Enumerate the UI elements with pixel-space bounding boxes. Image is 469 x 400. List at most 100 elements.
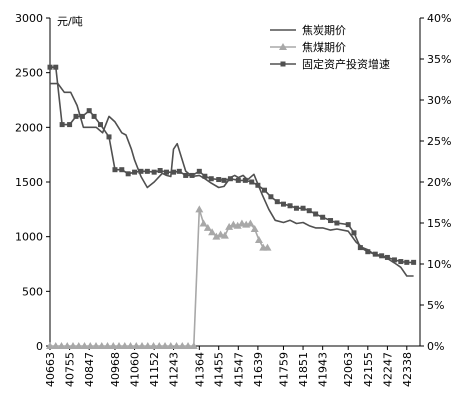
data-point xyxy=(47,64,53,70)
data-point xyxy=(106,134,112,140)
data-point xyxy=(53,64,59,70)
x-tick-label: 40968 xyxy=(109,352,122,387)
data-point xyxy=(103,342,112,349)
data-point xyxy=(97,342,106,349)
data-point xyxy=(112,167,118,173)
x-tick-label: 41851 xyxy=(297,352,310,387)
data-point xyxy=(357,245,363,251)
x-tick-label: 40663 xyxy=(44,352,57,387)
x-tick-label: 42155 xyxy=(362,352,375,387)
data-point xyxy=(365,249,371,255)
x-tick-label: 42338 xyxy=(401,352,414,387)
x-tick-label: 41547 xyxy=(232,352,245,387)
data-point xyxy=(345,222,351,228)
y-tick-left-label: 2500 xyxy=(15,67,43,80)
legend-swatch-marker xyxy=(280,61,286,67)
data-point xyxy=(132,342,141,349)
data-point xyxy=(404,259,410,265)
y-tick-left-label: 500 xyxy=(22,285,43,298)
data-point xyxy=(212,232,221,240)
data-point xyxy=(250,225,259,233)
data-point xyxy=(208,228,217,236)
y-tick-right-label: 0% xyxy=(427,340,444,353)
data-point xyxy=(254,235,263,243)
y-tick-right-label: 20% xyxy=(427,176,451,189)
data-point xyxy=(143,342,152,349)
x-tick-label: 40847 xyxy=(83,352,96,387)
x-tick-label: 40755 xyxy=(64,352,77,387)
data-point xyxy=(69,342,78,349)
data-point xyxy=(268,194,274,200)
x-tick-label: 42247 xyxy=(381,352,394,387)
data-point xyxy=(372,251,378,257)
data-point xyxy=(184,342,193,349)
data-point xyxy=(242,177,248,183)
data-point xyxy=(115,342,124,349)
data-point xyxy=(86,342,95,349)
data-point xyxy=(411,259,417,265)
data-point xyxy=(233,221,242,229)
data-point xyxy=(255,182,261,188)
y-tick-right-label: 10% xyxy=(427,258,451,271)
data-point xyxy=(384,254,390,260)
data-point xyxy=(262,187,268,193)
data-point xyxy=(176,168,182,174)
data-point xyxy=(379,253,385,259)
data-point xyxy=(227,176,233,182)
data-point xyxy=(59,122,65,128)
x-tick-label: 41243 xyxy=(168,352,181,387)
x-tick-label: 41060 xyxy=(129,352,142,387)
data-point xyxy=(208,176,214,182)
y-tick-left-label: 3000 xyxy=(15,12,43,25)
data-point xyxy=(202,173,208,179)
data-point xyxy=(119,167,125,173)
data-point xyxy=(79,113,85,119)
data-point xyxy=(144,168,150,174)
data-point xyxy=(196,168,202,174)
y-tick-left-label: 2000 xyxy=(15,121,43,134)
data-point xyxy=(203,223,212,231)
data-point xyxy=(328,218,334,224)
legend-label: 焦炭期价 xyxy=(302,24,346,37)
y-tick-left-label: 0 xyxy=(36,340,43,353)
data-point xyxy=(161,342,170,349)
data-point xyxy=(126,342,135,349)
data-point xyxy=(287,203,293,209)
series-3 xyxy=(47,64,417,265)
data-point xyxy=(109,342,118,349)
data-point xyxy=(195,205,204,213)
data-point xyxy=(246,219,255,227)
data-point xyxy=(125,171,131,177)
data-point xyxy=(155,342,164,349)
x-tick-label: 42063 xyxy=(342,352,355,387)
y-tick-right-label: 15% xyxy=(427,217,451,230)
data-point xyxy=(398,259,404,265)
y-tick-right-label: 40% xyxy=(427,12,451,25)
data-point xyxy=(189,172,195,178)
data-point xyxy=(91,113,97,119)
data-point xyxy=(151,169,157,175)
data-point xyxy=(166,342,175,349)
data-point xyxy=(80,342,89,349)
data-point xyxy=(199,219,208,227)
data-point xyxy=(164,169,170,175)
data-point xyxy=(235,177,241,183)
y-tick-right-label: 35% xyxy=(427,53,451,66)
data-point xyxy=(171,169,177,175)
data-point xyxy=(391,257,397,263)
data-point xyxy=(351,230,357,236)
data-point xyxy=(97,122,103,128)
data-point xyxy=(225,222,234,230)
data-point xyxy=(132,169,138,175)
data-point xyxy=(300,205,306,211)
data-point xyxy=(57,342,66,349)
data-point xyxy=(220,231,229,239)
y-axis-left-label: 元/吨 xyxy=(57,15,83,28)
data-point xyxy=(189,342,198,349)
x-tick-label: 41639 xyxy=(252,352,265,387)
x-tick-label: 41455 xyxy=(213,352,226,387)
series-line xyxy=(50,66,414,264)
data-point xyxy=(178,342,187,349)
